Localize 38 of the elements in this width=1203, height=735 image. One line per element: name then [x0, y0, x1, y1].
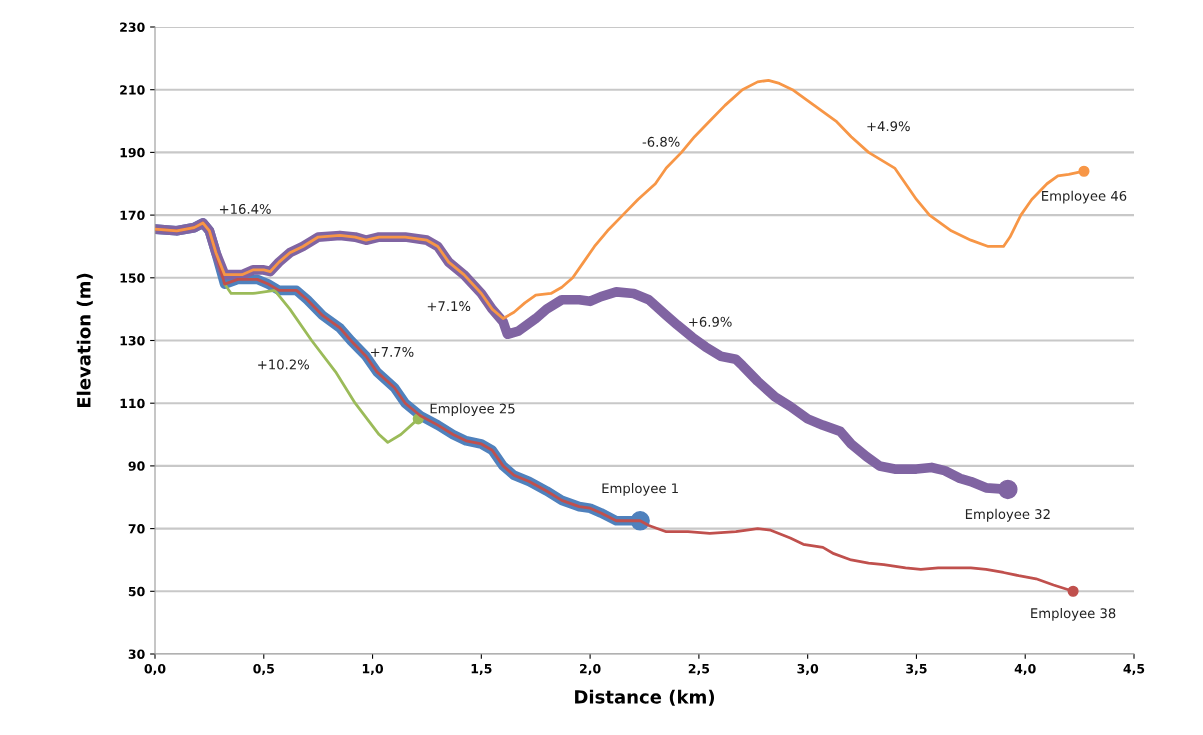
y-tick-label: 210 — [120, 85, 145, 95]
y-tick-label: 170 — [120, 210, 145, 221]
series-label: Employee 38 — [1031, 607, 1116, 621]
series-label: Employee 46 — [1042, 190, 1127, 204]
annotation: +10.2% — [258, 359, 310, 370]
series-label: Employee 1 — [602, 482, 678, 496]
x-tick-label: 0,5 — [253, 663, 274, 675]
y-tick-label: 70 — [128, 524, 145, 534]
annotation: +6.9% — [689, 316, 732, 327]
annotation: -6.8% — [642, 136, 680, 147]
series-label: Employee 25 — [430, 403, 515, 417]
annotation: +4.9% — [867, 121, 910, 132]
x-tick-label: 0,0 — [144, 663, 166, 675]
y-tick-label: 50 — [128, 586, 145, 597]
x-tick-label: 2,5 — [688, 663, 710, 675]
point — [998, 479, 1018, 500]
series-label: Employee 32 — [965, 508, 1050, 522]
x-tick-label: 1,0 — [362, 663, 384, 675]
y-tick-label: 190 — [120, 147, 145, 158]
x-tick-label: 1,5 — [471, 664, 492, 675]
annotation: +7.7% — [371, 346, 414, 357]
y-tick-label: 150 — [120, 273, 145, 283]
y-tick-label: 110 — [120, 398, 145, 409]
point — [1078, 165, 1090, 177]
point — [1067, 585, 1079, 597]
x-axis-title: Distance (km) — [575, 689, 715, 706]
annotation: +7.1% — [427, 301, 471, 312]
x-tick-label: 3,0 — [797, 663, 819, 675]
y-tick-label: 90 — [128, 461, 145, 471]
y-tick-label: 30 — [128, 649, 145, 659]
x-tick-label: 4,0 — [1014, 663, 1036, 675]
x-tick-label: 3,5 — [906, 663, 927, 675]
x-tick-label: 2,0 — [580, 663, 601, 675]
y-axis-title: Elevation (m) — [76, 273, 93, 408]
x-tick-label: 4,5 — [1123, 664, 1145, 675]
annotation: +16.4% — [219, 203, 271, 214]
y-tick-label: 230 — [120, 22, 145, 32]
y-tick-label: 130 — [120, 335, 145, 346]
